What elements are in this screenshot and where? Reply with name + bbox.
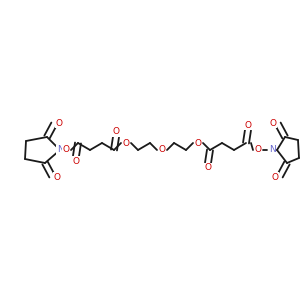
Text: N: N: [57, 146, 63, 154]
Text: O: O: [272, 172, 278, 182]
Text: O: O: [112, 128, 119, 136]
Text: O: O: [53, 172, 61, 182]
Text: O: O: [269, 118, 277, 127]
Text: O: O: [205, 164, 212, 172]
Text: N: N: [268, 146, 275, 154]
Text: O: O: [194, 139, 202, 148]
Text: O: O: [244, 121, 251, 130]
Text: O: O: [254, 146, 262, 154]
Text: O: O: [62, 146, 70, 154]
Text: O: O: [56, 118, 62, 127]
Text: O: O: [73, 157, 80, 166]
Text: O: O: [158, 146, 166, 154]
Text: O: O: [122, 139, 130, 148]
